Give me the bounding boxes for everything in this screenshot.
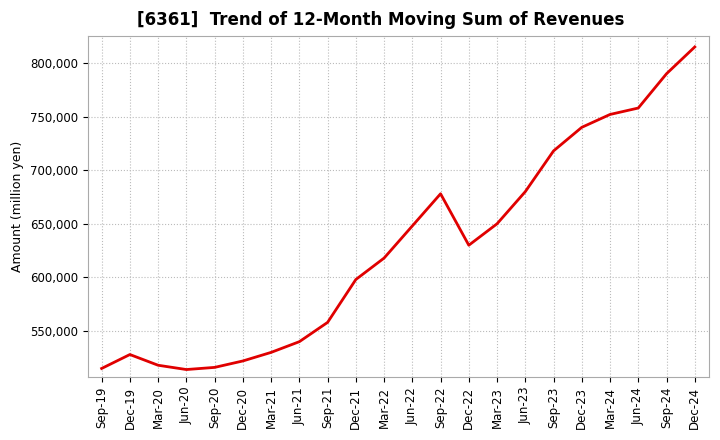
Text: [6361]  Trend of 12-Month Moving Sum of Revenues: [6361] Trend of 12-Month Moving Sum of R… [138, 11, 624, 29]
Y-axis label: Amount (million yen): Amount (million yen) [11, 141, 24, 272]
